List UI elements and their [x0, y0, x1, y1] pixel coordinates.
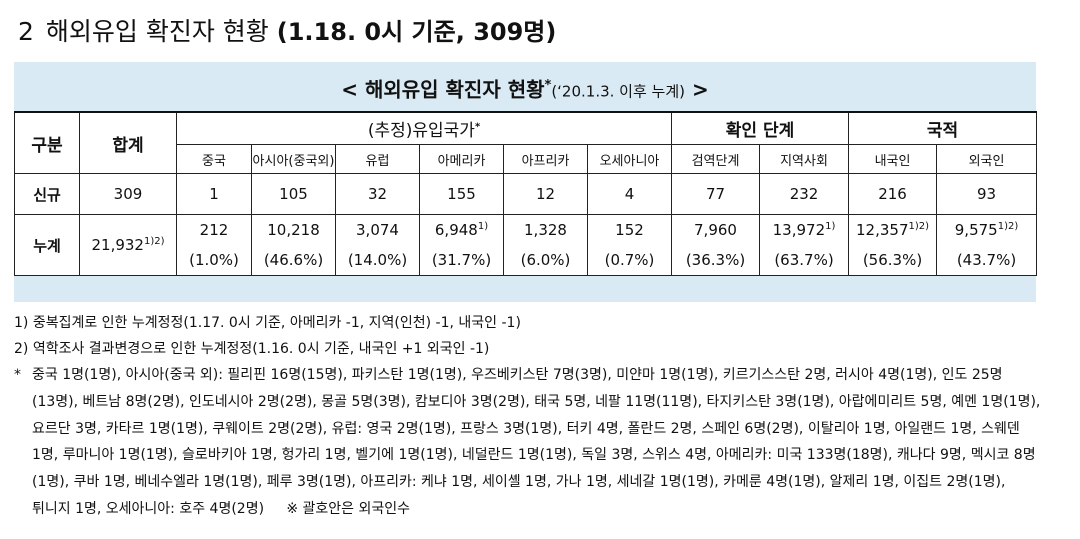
row-label-new: 신규	[14, 173, 80, 215]
cum-total-note: 1)2)	[143, 236, 165, 247]
cell-new: 77	[671, 173, 760, 215]
col-header: 오세아니아	[587, 144, 672, 174]
cell-pct: (6.0%)	[503, 245, 588, 276]
cell-new: 1	[176, 173, 252, 215]
footnote-star: * 중국 1명(1명), 아시아(중국 외): 필리핀 16명(15명), 파키…	[14, 362, 1044, 523]
cum-note: 1)	[477, 221, 489, 232]
cell-new: 216	[848, 173, 938, 215]
cum-note: 1)2)	[997, 221, 1019, 232]
cum-value: 9,575	[954, 221, 998, 239]
cell-cum: 10,218	[251, 214, 336, 245]
header-nationality-group: 국적	[848, 111, 1038, 145]
cell-cum: 6,9481)	[419, 214, 504, 245]
cell-cum: 3,074	[335, 214, 420, 245]
table-title-close: >	[685, 77, 709, 102]
cum-note: 1)	[825, 221, 836, 232]
table-row-new: 신규 309 1 105 32 155 12 4 77 232 216 93	[14, 173, 1038, 215]
header-row-columns: 중국 아시아(중국외) 유럽 아메리카 아프리카 오세아니아 검역단계 지역사회…	[15, 144, 1038, 174]
footnote-2: 2) 역학조사 결과변경으로 인한 누계정정(1.16. 0시 기준, 내국인 …	[14, 341, 490, 357]
cum-value: 10,218	[267, 221, 320, 239]
table-title: < 해외유입 확진자 현황*(‘20.1.3. 이후 누계) >	[14, 62, 1036, 108]
header-countries-star: *	[474, 121, 481, 133]
cum-value: 7,960	[694, 221, 737, 239]
cell-pct: (31.7%)	[419, 245, 504, 276]
cum-total-value: 21,932	[91, 236, 144, 254]
cell-pct: (36.3%)	[671, 245, 760, 276]
section-heading: 2 해외유입 확진자 현황 (1.18. 0시 기준, 309명)	[18, 14, 556, 50]
col-header: 아프리카	[503, 144, 588, 174]
cell-cum: 212	[176, 214, 252, 245]
foreigner-note: ※ 괄호안은 외국인수	[286, 500, 410, 517]
table-title-sub: (‘20.1.3. 이후 누계)	[551, 82, 685, 101]
cell-pct: (14.0%)	[335, 245, 420, 276]
footnote-star-mark: *	[14, 367, 21, 383]
cell-cum: 152	[587, 214, 672, 245]
section-subtitle: (1.18. 0시 기준, 309명)	[276, 18, 557, 46]
table-row-percent: (1.0%) (46.6%) (14.0%) (31.7%) (6.0%) (0…	[15, 245, 1038, 276]
header-confirm-group: 확인 단계	[670, 111, 850, 145]
cum-value: 6,948	[434, 221, 478, 239]
header-row-groups: 구분 합계 (추정)유입국가* 확인 단계 국적	[14, 111, 1038, 174]
cum-note: 1)2)	[908, 221, 930, 232]
section-number: 2	[18, 17, 34, 46]
country-breakdown: 중국 1명(1명), 아시아(중국 외): 필리핀 16명(15명), 파키스탄…	[32, 367, 1041, 517]
header-category: 구분	[14, 111, 80, 174]
cell-new: 232	[758, 173, 850, 215]
row-label-cumulative: 누계	[14, 214, 80, 276]
cell-new: 12	[503, 173, 588, 215]
cell-cum: 13,9721)	[758, 214, 850, 245]
footnote-star-text: 중국 1명(1명), 아시아(중국 외): 필리핀 16명(15명), 파키스탄…	[32, 362, 1044, 523]
col-header: 아메리카	[419, 144, 504, 174]
section-title: 해외유입 확진자 현황	[45, 17, 269, 46]
stats-panel: < 해외유입 확진자 현황*(‘20.1.3. 이후 누계) > 구분 합계 (…	[14, 62, 1038, 302]
cum-value: 12,357	[856, 221, 909, 239]
cell-pct: (56.3%)	[848, 245, 938, 276]
footnotes: 1) 중복집계로 인한 누계정정(1.17. 0시 기준, 아메리카 -1, 지…	[14, 310, 1044, 523]
header-total: 합계	[79, 111, 177, 174]
cell-pct: (43.7%)	[936, 245, 1038, 276]
cum-value: 3,074	[356, 221, 399, 239]
cell-new-total: 309	[79, 173, 177, 215]
col-header: 중국	[176, 144, 252, 174]
cell-new: 155	[419, 173, 504, 215]
header-countries-group: (추정)유입국가*	[176, 111, 672, 145]
cell-cum: 7,960	[671, 214, 760, 245]
cell-pct: (0.7%)	[587, 245, 672, 276]
cell-new: 93	[936, 173, 1038, 215]
col-header: 검역단계	[671, 144, 760, 174]
cell-cum: 1,328	[503, 214, 588, 245]
cell-pct: (63.7%)	[758, 245, 850, 276]
table-title-main: < 해외유입 확진자 현황	[341, 77, 545, 102]
cum-value: 13,972	[772, 221, 826, 239]
cum-value: 152	[615, 221, 644, 239]
cell-cum: 12,3571)2)	[848, 214, 938, 245]
table-row-cumulative: 누계 21,9321)2) 212 10,218 3,074 6,9481) 1…	[14, 214, 1038, 276]
table-title-star: *	[544, 78, 552, 93]
cell-new: 32	[335, 173, 420, 215]
col-header: 아시아(중국외)	[251, 144, 336, 174]
col-header: 외국인	[936, 144, 1038, 174]
cum-value: 212	[199, 221, 229, 239]
import-cases-table: 구분 합계 (추정)유입국가* 확인 단계 국적 중국 아시아(중국외) 유럽 …	[14, 111, 1038, 276]
col-header: 유럽	[335, 144, 420, 174]
cell-cum: 9,5751)2)	[936, 214, 1038, 245]
cell-pct: (46.6%)	[251, 245, 336, 276]
col-header: 내국인	[848, 144, 938, 174]
cum-value: 1,328	[524, 221, 567, 239]
header-countries-label: (추정)유입국가	[367, 121, 475, 141]
cell-cum-total: 21,9321)2)	[79, 214, 177, 276]
cell-pct: (1.0%)	[176, 245, 252, 276]
col-header: 지역사회	[758, 144, 850, 174]
cell-new: 4	[587, 173, 672, 215]
footnote-1: 1) 중복집계로 인한 누계정정(1.17. 0시 기준, 아메리카 -1, 지…	[14, 315, 521, 331]
cell-new: 105	[251, 173, 336, 215]
